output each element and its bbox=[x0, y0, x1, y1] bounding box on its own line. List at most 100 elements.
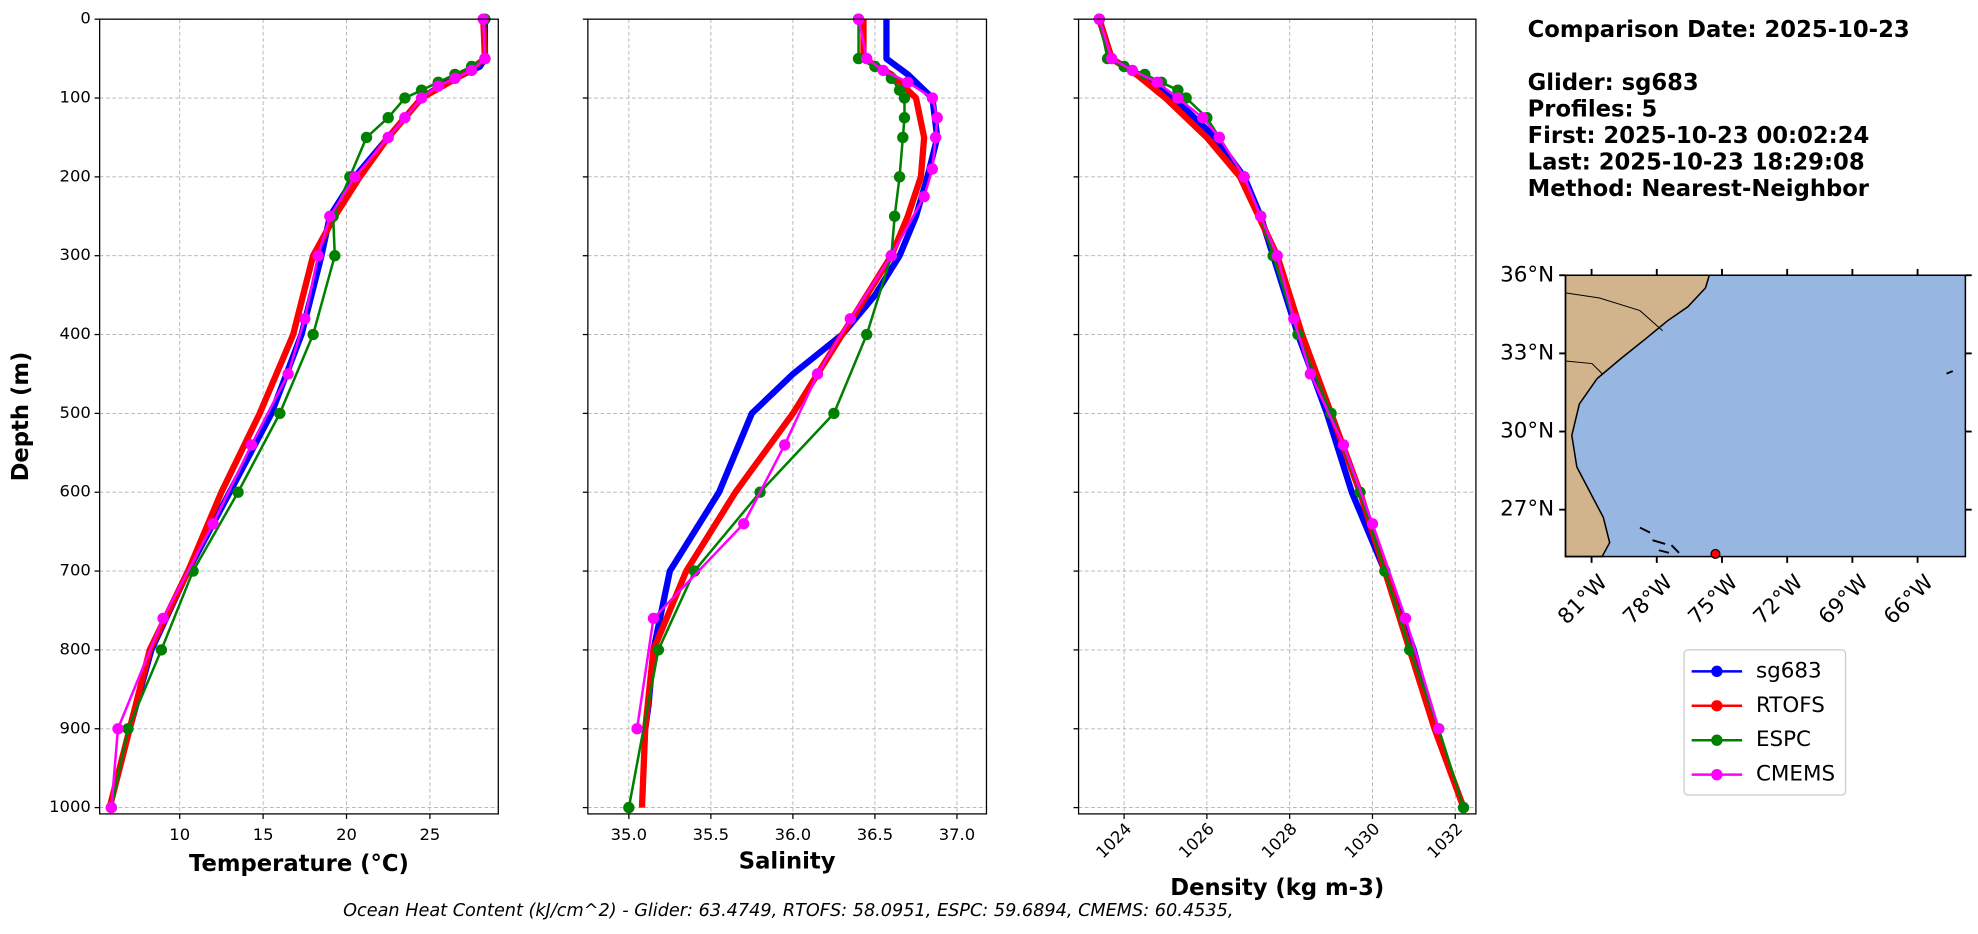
profile-marker bbox=[1288, 313, 1300, 325]
info-line: First: 2025-10-23 00:02:24 bbox=[1528, 123, 1870, 149]
y-tick-label: 400 bbox=[60, 324, 91, 343]
legend-box bbox=[1683, 649, 1847, 796]
info-line: Last: 2025-10-23 18:29:08 bbox=[1528, 149, 1865, 175]
x-tick-label: 35.0 bbox=[611, 825, 647, 844]
profile-marker bbox=[929, 131, 942, 144]
x-tick-label: 36.5 bbox=[857, 825, 893, 844]
legend-marker bbox=[1711, 665, 1723, 678]
profile-marker bbox=[888, 210, 901, 222]
info-line: Method: Nearest-Neighbor bbox=[1528, 176, 1870, 202]
profile-marker bbox=[479, 52, 491, 65]
glider-position bbox=[1710, 548, 1721, 560]
profile-marker bbox=[1151, 76, 1163, 88]
y-tick-label: 300 bbox=[60, 245, 91, 264]
x-axis-label: Density (kg m-3) bbox=[1170, 875, 1384, 901]
profile-marker bbox=[1106, 52, 1118, 65]
profile-marker bbox=[349, 171, 361, 183]
lat-tick-label: 33°N bbox=[1500, 340, 1554, 365]
y-axis-label: Depth (m) bbox=[8, 352, 34, 482]
x-tick-label: 36.0 bbox=[775, 825, 811, 844]
profile-marker bbox=[1172, 84, 1184, 96]
legend-label: sg683 bbox=[1756, 658, 1822, 683]
y-tick-label: 0 bbox=[80, 9, 90, 28]
profile-marker bbox=[415, 92, 428, 104]
lat-tick-label: 30°N bbox=[1500, 419, 1554, 444]
y-tick-label: 500 bbox=[60, 403, 91, 422]
profile-marker bbox=[465, 64, 478, 77]
x-axis-label: Salinity bbox=[739, 848, 836, 874]
state-border bbox=[1565, 360, 1603, 375]
profile-marker bbox=[779, 439, 791, 451]
profile-marker bbox=[329, 250, 341, 262]
profile-marker bbox=[647, 612, 660, 625]
profile-marker bbox=[299, 313, 311, 325]
profile-marker bbox=[232, 486, 244, 498]
profile-marker bbox=[1213, 131, 1225, 144]
axes-frame bbox=[1077, 18, 1477, 815]
profile-marker bbox=[1433, 723, 1445, 735]
profile-marker bbox=[360, 131, 373, 144]
profile-marker bbox=[382, 112, 394, 124]
profile-marker bbox=[1238, 171, 1250, 183]
y-tick-label: 600 bbox=[60, 482, 91, 501]
x-tick-label: 20 bbox=[336, 825, 357, 844]
lat-tick-label: 36°N bbox=[1500, 262, 1554, 287]
profile-line bbox=[635, 18, 939, 729]
profile-marker bbox=[926, 92, 939, 104]
x-tick-label: 15 bbox=[253, 825, 274, 844]
profile-marker bbox=[877, 64, 889, 77]
profile-marker bbox=[861, 52, 873, 65]
profile-marker bbox=[382, 131, 394, 144]
profile-marker bbox=[307, 328, 319, 341]
profile-marker bbox=[1304, 368, 1317, 380]
y-tick-label: 100 bbox=[60, 88, 91, 107]
state-border bbox=[1565, 292, 1663, 332]
profile-marker bbox=[1172, 92, 1184, 104]
y-tick-label: 1000 bbox=[49, 797, 91, 816]
profile-marker bbox=[282, 368, 294, 380]
profile-marker bbox=[432, 80, 444, 92]
profile-marker bbox=[893, 171, 906, 183]
legend-label: RTOFS bbox=[1756, 693, 1825, 718]
profile-marker bbox=[105, 801, 118, 814]
profile-marker bbox=[898, 112, 911, 124]
profile-marker bbox=[1399, 612, 1412, 625]
profile-marker bbox=[811, 368, 824, 380]
profile-marker bbox=[844, 313, 856, 325]
axes-frame bbox=[587, 18, 988, 815]
x-tick-label: 35.5 bbox=[693, 825, 729, 844]
x-tick-label: 25 bbox=[419, 825, 440, 844]
profile-marker bbox=[324, 210, 336, 222]
profile-marker bbox=[399, 92, 411, 104]
info-line: Glider: sg683 bbox=[1528, 70, 1699, 96]
map-frame bbox=[1564, 274, 1967, 558]
y-tick-label: 900 bbox=[60, 718, 91, 737]
y-tick-label: 200 bbox=[60, 166, 91, 185]
legend-label: ESPC bbox=[1756, 727, 1811, 752]
info-line: Comparison Date: 2025-10-23 bbox=[1528, 17, 1910, 43]
x-axis-label: Temperature (°C) bbox=[189, 851, 409, 877]
profile-marker bbox=[623, 801, 635, 814]
profile-marker bbox=[852, 52, 865, 65]
profile-marker bbox=[885, 250, 898, 262]
profile-marker bbox=[926, 163, 939, 175]
profile-marker bbox=[1366, 518, 1379, 530]
profile-marker bbox=[1255, 210, 1267, 222]
profile-marker bbox=[312, 250, 324, 262]
legend-marker bbox=[1711, 700, 1723, 712]
axes-frame bbox=[99, 18, 499, 815]
profile-marker bbox=[631, 723, 643, 735]
islands bbox=[1639, 526, 1680, 554]
profile-marker bbox=[931, 112, 943, 124]
profile-marker bbox=[122, 723, 134, 735]
x-tick-label: 10 bbox=[169, 825, 190, 844]
profile-marker bbox=[897, 131, 909, 144]
profile-marker bbox=[902, 76, 914, 88]
info-line: Profiles: 5 bbox=[1528, 96, 1658, 122]
profile-marker bbox=[1404, 644, 1416, 656]
footer: Ocean Heat Content (kJ/cm^2) - Glider: 6… bbox=[343, 901, 1233, 921]
profile-marker bbox=[918, 190, 930, 203]
island bbox=[1946, 370, 1954, 375]
